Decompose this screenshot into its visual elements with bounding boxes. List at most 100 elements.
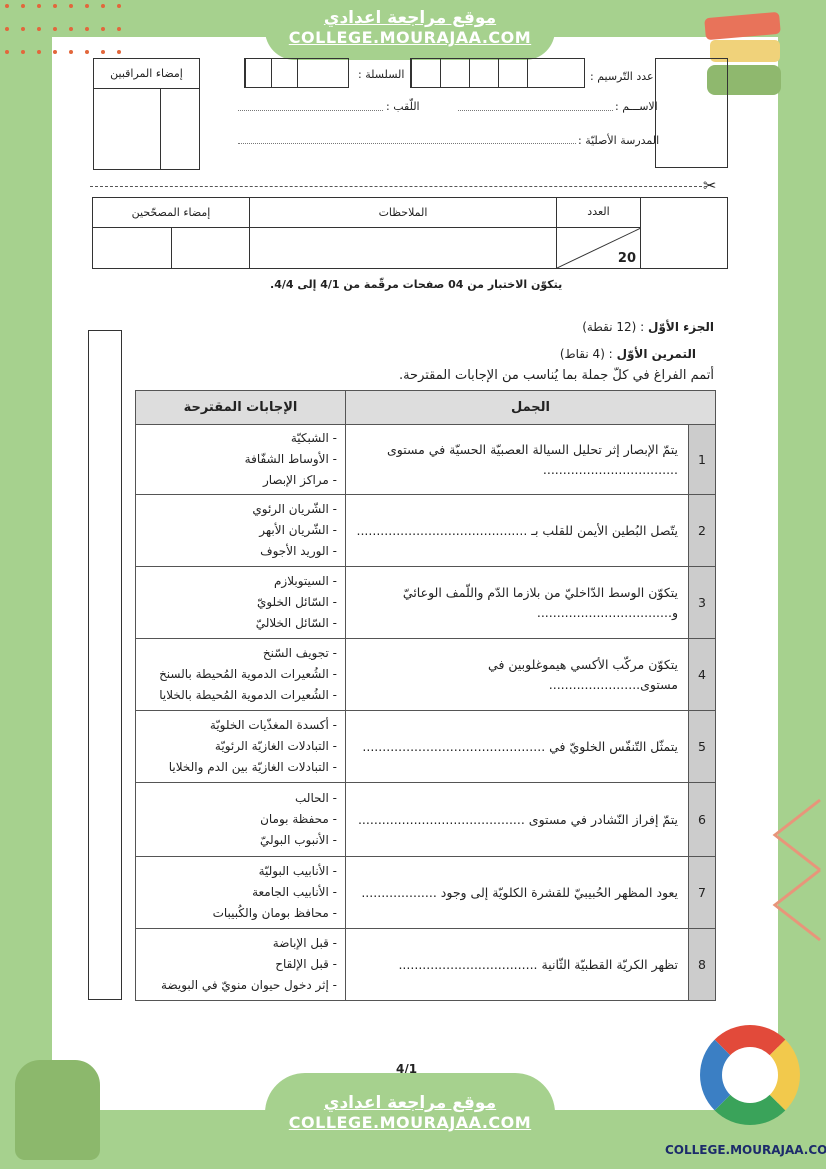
answers-cell: - الشبكيّة - الأوساط الشفّافة - مراكز الإب… xyxy=(135,424,346,495)
answer-option: - الشّريان الرئوي xyxy=(252,502,337,516)
site-logo-text[interactable]: COLLEGE.MOURAJAA.COM xyxy=(665,1143,826,1157)
answer-option: - التبادلات الغازيّة الرئويّة xyxy=(214,739,337,753)
answers-cell: - تجويف السّنخ - الشُعيرات الدموية المُحي… xyxy=(135,638,346,711)
answer-option: - الأنابيب الجامعة xyxy=(252,885,337,899)
table-row: 6 يتمّ إفراز النّشادر في مستوى .........… xyxy=(135,782,716,857)
score-total: 20 xyxy=(617,251,636,266)
site-url[interactable]: COLLEGE.MOURAJAA.COM xyxy=(288,1113,532,1132)
answer-option: - الوريد الأجوف xyxy=(260,544,337,558)
sentence-cell[interactable]: يتكوّن الوسط الدّاخليّ من بلازما الدّم و… xyxy=(345,566,689,639)
sentence-cell[interactable]: يتمّ إفراز النّشادر في مستوى ...........… xyxy=(345,782,689,857)
decorative-dot xyxy=(69,27,73,31)
row-number: 8 xyxy=(688,928,716,1001)
row-number: 5 xyxy=(688,710,716,783)
exercise-heading: التمرين الأوّل : (4 نقاط) xyxy=(560,347,696,361)
surname-field[interactable] xyxy=(238,110,383,111)
decorative-dot xyxy=(5,50,9,54)
answers-header: الإجابات المقترحة xyxy=(135,390,346,425)
sentence-cell[interactable]: يتمّ الإبصار إثر تحليل السيالة العصبيّة … xyxy=(345,424,689,495)
row-number: 3 xyxy=(688,566,716,639)
decorative-dot xyxy=(69,4,73,8)
answers-cell: - الأنابيب البوليّة - الأنابيب الجامعة - م… xyxy=(135,856,346,929)
answer-option: - الشبكيّة xyxy=(290,431,337,445)
table-row: 1 يتمّ الإبصار إثر تحليل السيالة العصبيّ… xyxy=(135,424,716,495)
page-number: 4/1 xyxy=(396,1062,418,1076)
site-url[interactable]: COLLEGE.MOURAJAA.COM xyxy=(288,28,532,47)
row-number: 4 xyxy=(688,638,716,711)
answers-cell: - السيتوبلازم - السّائل الخلويّ - السّائل … xyxy=(135,566,346,639)
row-number: 7 xyxy=(688,856,716,929)
decorative-dot xyxy=(5,27,9,31)
decorative-dot xyxy=(53,27,57,31)
part-title: الجزء الأوّل xyxy=(648,320,714,334)
supervisors-signature-box: إمضاء المراقبين xyxy=(93,58,200,170)
backpack-icon xyxy=(15,1060,100,1160)
answer-option: - الأوساط الشفّافة xyxy=(244,452,337,466)
table-row: 3 يتكوّن الوسط الدّاخليّ من بلازما الدّم… xyxy=(135,566,716,639)
decorative-dot xyxy=(21,4,25,8)
exercise-title: التمرين الأوّل xyxy=(616,347,696,361)
school-field[interactable] xyxy=(238,143,576,144)
row-number: 1 xyxy=(688,424,716,495)
decorative-dot xyxy=(21,50,25,54)
decorative-dot xyxy=(101,27,105,31)
scissors-icon: ✂ xyxy=(703,176,717,195)
answer-option: - الشّريان الأبهر xyxy=(259,523,337,537)
table-row: 5 يتمثّل التّنفّس الخلويّ في ...........… xyxy=(135,710,716,783)
answer-option: - السّائل الخلاليّ xyxy=(255,616,337,630)
exercise-instruction: أتمم الفراغ في كلّ جملة بما يُناسب من ال… xyxy=(398,368,714,383)
decorative-dot xyxy=(117,50,121,54)
page-count-note: يتكوّن الاختبار من 04 صفحات مرقّمة من 4/… xyxy=(270,278,563,291)
table-row: 8 تظهر الكريّة القطبيّة الثّانية .......… xyxy=(135,928,716,1001)
top-site-banner[interactable]: موقع مراجعة اعدادي COLLEGE.MOURAJAA.COM xyxy=(265,0,555,60)
answer-option: - أكسدة المغذّيات الخلويّة xyxy=(209,718,337,732)
answer-option: - تجويف السّنخ xyxy=(262,646,337,660)
answers-cell: - الحالب - محفظة بومان - الأنبوب البوليّ xyxy=(135,782,346,857)
sentence-cell[interactable]: يعود المظهر الحُبيبيّ للقشرة الكلويّة إل… xyxy=(345,856,689,929)
row-number: 2 xyxy=(688,494,716,567)
table-row: 7 يعود المظهر الحُبيبيّ للقشرة الكلويّة … xyxy=(135,856,716,929)
bottom-site-banner[interactable]: موقع مراجعة اعدادي COLLEGE.MOURAJAA.COM xyxy=(265,1073,555,1169)
decorative-dot xyxy=(85,27,89,31)
row-number: 6 xyxy=(688,782,716,857)
sentence-cell[interactable]: يتّصل البُطين الأيمن للقلب بـ ..........… xyxy=(345,494,689,567)
photo-box xyxy=(655,58,728,168)
sentence-cell[interactable]: يتكوّن مركّب الأكسي هيموغلوبين في مستوى.… xyxy=(345,638,689,711)
exercise-points: : (4 نقاط) xyxy=(559,347,613,361)
decorative-dot xyxy=(101,50,105,54)
decorative-dot xyxy=(69,50,73,54)
answer-option: - الشُعيرات الدموية المُحيطة بالسنخ xyxy=(159,667,337,681)
series-boxes[interactable] xyxy=(244,58,349,88)
decorative-dot xyxy=(117,4,121,8)
answer-option: - الشُعيرات الدموية المُحيطة بالخلايا xyxy=(159,688,337,702)
part-points: : (12 نقطة) xyxy=(582,320,645,334)
decorative-dot xyxy=(5,4,9,8)
sentence-cell[interactable]: يتمثّل التّنفّس الخلويّ في .............… xyxy=(345,710,689,783)
school-label: المدرسة الأصليّة : xyxy=(578,134,660,147)
decorative-dot xyxy=(37,4,41,8)
grading-box: إمضاء المصحّحين الملاحظات العدد 20 xyxy=(92,197,728,269)
decorative-dot xyxy=(21,27,25,31)
decorative-dot xyxy=(37,50,41,54)
score-label: العدد xyxy=(557,198,640,228)
sentences-header: الجمل xyxy=(345,390,716,425)
answer-option: - التبادلات الغازيّة بين الدم والخلايا xyxy=(168,760,337,774)
surname-label: اللّقب : xyxy=(386,100,420,113)
supervisors-label: إمضاء المراقبين xyxy=(94,59,199,89)
sentence-cell[interactable]: تظهر الكريّة القطبيّة الثّانية .........… xyxy=(345,928,689,1001)
decorative-dot xyxy=(117,27,121,31)
subjects-wheel-icon xyxy=(700,1025,800,1125)
chevron-decoration-icon xyxy=(772,798,821,942)
answer-option: - قبل الإباضة xyxy=(272,936,337,950)
answers-cell: - أكسدة المغذّيات الخلويّة - التبادلات ال… xyxy=(135,710,346,783)
name-label: الاســـم : xyxy=(615,100,658,113)
answer-option: - إثر دخول حيوان منويّ في البويضة xyxy=(161,978,337,992)
exercise-table: الجمل الإجابات المقترحة 1 يتمّ الإبصار إ… xyxy=(135,390,716,1001)
decorative-dot xyxy=(53,4,57,8)
correctors-label: إمضاء المصحّحين xyxy=(93,198,249,228)
registration-number-boxes[interactable] xyxy=(410,58,585,88)
answer-option: - مراكز الإبصار xyxy=(262,473,337,487)
table-row: 2 يتّصل البُطين الأيمن للقلب بـ ........… xyxy=(135,494,716,567)
name-field[interactable] xyxy=(458,110,613,111)
registration-label: عدد التّرسيم : xyxy=(590,70,654,83)
